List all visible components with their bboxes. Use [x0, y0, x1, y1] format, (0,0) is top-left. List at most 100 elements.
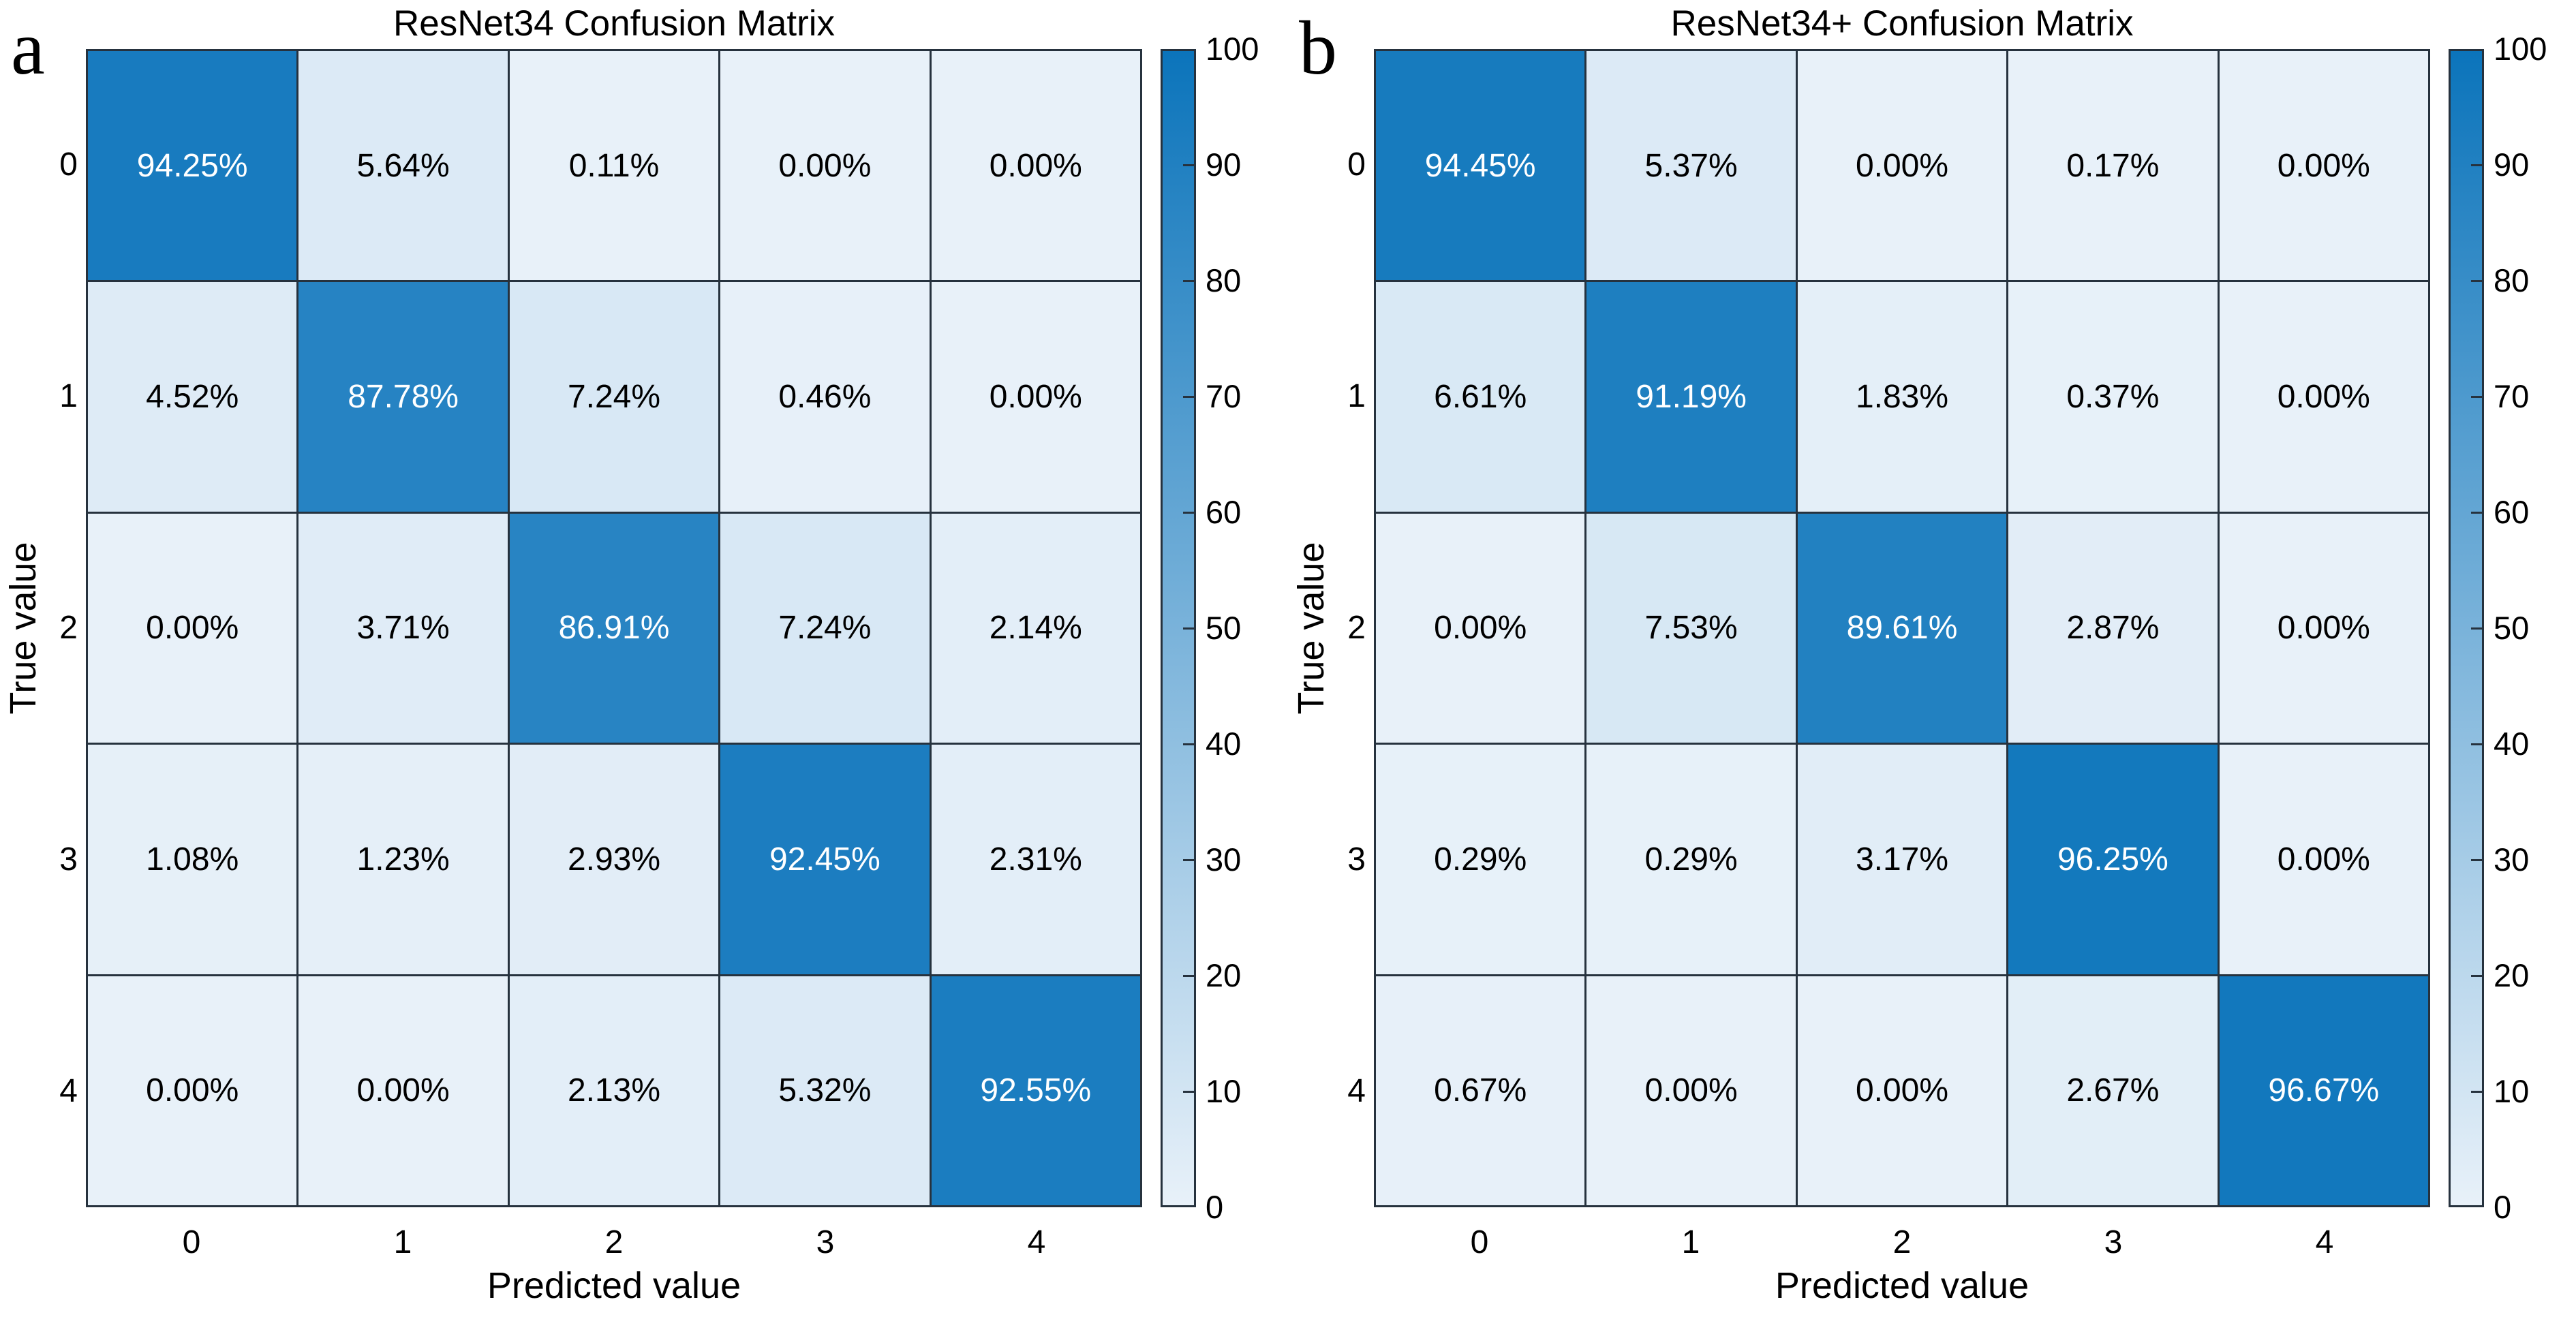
x-tick-label: 3: [2104, 1224, 2123, 1260]
matrix-cell: 2.14%: [931, 513, 1140, 743]
colorbar-tick-label: 30: [1206, 841, 1242, 878]
matrix-cell: 87.78%: [298, 282, 508, 512]
colorbar-tick-label: 50: [2494, 610, 2530, 646]
colorbar-tick-label: 100: [1206, 31, 1259, 67]
x-tick-label: 4: [1027, 1224, 1046, 1260]
matrix-cell: 0.67%: [1376, 976, 1585, 1205]
matrix-cell: 2.93%: [509, 745, 719, 974]
y-tick-label: 3: [1347, 841, 1366, 878]
matrix-cell: 6.61%: [1376, 282, 1585, 512]
x-tick-label: 1: [1681, 1224, 1700, 1260]
colorbar-tick: [2471, 627, 2482, 630]
x-tick-label: 2: [604, 1224, 624, 1260]
matrix-cell: 91.19%: [1586, 282, 1796, 512]
matrix-cell: 7.24%: [509, 282, 719, 512]
matrix-cell: 3.71%: [298, 513, 508, 743]
x-tick-label: 0: [1470, 1224, 1489, 1260]
matrix-cell: 0.00%: [88, 513, 297, 743]
matrix-cell: 0.00%: [88, 976, 297, 1205]
chart-title: ResNet34 Confusion Matrix: [393, 3, 835, 44]
panel-letter-label: b: [1299, 6, 1337, 91]
x-tick-label: 2: [1892, 1224, 1912, 1260]
matrix-cell: 3.17%: [1797, 745, 2007, 974]
matrix-cell: 2.31%: [931, 745, 1140, 974]
colorbar-tick-label: 0: [1206, 1189, 1224, 1225]
matrix-cell: 5.32%: [720, 976, 930, 1205]
matrix-cell: 0.00%: [2219, 745, 2428, 974]
heatmap-grid: 94.25% 5.64% 0.11% 0.00% 0.00% 4.52% 87.78% 7.2…: [86, 49, 1142, 1207]
colorbar-tick-label: 100: [2494, 31, 2547, 67]
matrix-cell: 5.37%: [1586, 51, 1796, 281]
y-tick-label: 4: [1347, 1073, 1366, 1109]
matrix-cell: 0.00%: [298, 976, 508, 1205]
colorbar-tick-label: 90: [2494, 146, 2530, 183]
colorbar-tick: [2471, 511, 2482, 514]
matrix-cell: 0.00%: [931, 51, 1140, 281]
x-axis-label: Predicted value: [1775, 1265, 2029, 1306]
matrix-cell: 5.64%: [298, 51, 508, 281]
colorbar-tick-label: 80: [1206, 262, 1242, 298]
colorbar-tick-label: 90: [1206, 146, 1242, 183]
matrix-cell: 0.00%: [2219, 282, 2428, 512]
matrix-cell: 7.53%: [1586, 513, 1796, 743]
matrix-cell: 7.24%: [720, 513, 930, 743]
matrix-cell: 0.37%: [2008, 282, 2218, 512]
x-tick-label: 3: [816, 1224, 835, 1260]
y-tick-label: 4: [59, 1073, 78, 1109]
panel-b: b ResNet34+ Confusion Matrix True value …: [1288, 0, 2576, 1319]
colorbar-tick: [2471, 858, 2482, 861]
colorbar-tick-label: 40: [1206, 726, 1242, 762]
colorbar-tick-label: 60: [1206, 494, 1242, 530]
matrix-cell: 0.00%: [2219, 51, 2428, 281]
colorbar-tick-label: 80: [2494, 262, 2530, 298]
y-tick-label: 2: [59, 610, 78, 646]
matrix-cell: 4.52%: [88, 282, 297, 512]
matrix-cell: 86.91%: [509, 513, 719, 743]
matrix-cell: 96.67%: [2219, 976, 2428, 1205]
matrix-cell: 96.25%: [2008, 745, 2218, 974]
colorbar-tick: [1183, 858, 1194, 861]
colorbar-tick: [2471, 974, 2482, 977]
colorbar-tick-label: 70: [1206, 378, 1242, 414]
y-tick-label: 1: [1347, 378, 1366, 414]
colorbar-tick-label: 20: [2494, 957, 2530, 993]
matrix-cell: 0.29%: [1586, 745, 1796, 974]
matrix-cell: 2.87%: [2008, 513, 2218, 743]
matrix-cell: 0.00%: [2219, 513, 2428, 743]
matrix-cell: 92.55%: [931, 976, 1140, 1205]
matrix-cell: 0.29%: [1376, 745, 1585, 974]
y-tick-label: 3: [59, 841, 78, 878]
colorbar-tick: [2471, 164, 2482, 166]
matrix-cell: 0.00%: [720, 51, 930, 281]
x-axis-label: Predicted value: [487, 1265, 741, 1306]
matrix-cell: 0.11%: [509, 51, 719, 281]
y-tick-label: 0: [59, 146, 78, 183]
colorbar-tick-label: 40: [2494, 726, 2530, 762]
matrix-cell: 0.00%: [1797, 976, 2007, 1205]
x-tick-label: 0: [182, 1224, 201, 1260]
heatmap-grid: 94.45% 5.37% 0.00% 0.17% 0.00% 6.61% 91.19% 1.8…: [1374, 49, 2430, 1207]
matrix-cell: 0.17%: [2008, 51, 2218, 281]
x-tick-label: 4: [2315, 1224, 2334, 1260]
matrix-cell: 2.67%: [2008, 976, 2218, 1205]
matrix-cell: 94.25%: [88, 51, 297, 281]
matrix-cell: 0.00%: [1376, 513, 1585, 743]
colorbar-tick: [1183, 164, 1194, 166]
matrix-cell: 1.83%: [1797, 282, 2007, 512]
matrix-cell: 2.13%: [509, 976, 719, 1205]
matrix-cell: 94.45%: [1376, 51, 1585, 281]
colorbar-tick-label: 0: [2494, 1189, 2512, 1225]
panel-a: a ResNet34 Confusion Matrix True value 9…: [3, 3, 1259, 1306]
matrix-cell: 0.00%: [1586, 976, 1796, 1205]
matrix-cell: 1.23%: [298, 745, 508, 974]
colorbar-tick: [1183, 743, 1194, 745]
y-tick-label: 1: [59, 378, 78, 414]
colorbar-tick-label: 20: [1206, 957, 1242, 993]
y-tick-label: 2: [1347, 610, 1366, 646]
colorbar-tick: [2471, 743, 2482, 745]
colorbar-tick-label: 50: [1206, 610, 1242, 646]
colorbar-tick: [2471, 1090, 2482, 1093]
colorbar-tick-label: 10: [2494, 1073, 2530, 1109]
colorbar-tick: [1183, 279, 1194, 282]
